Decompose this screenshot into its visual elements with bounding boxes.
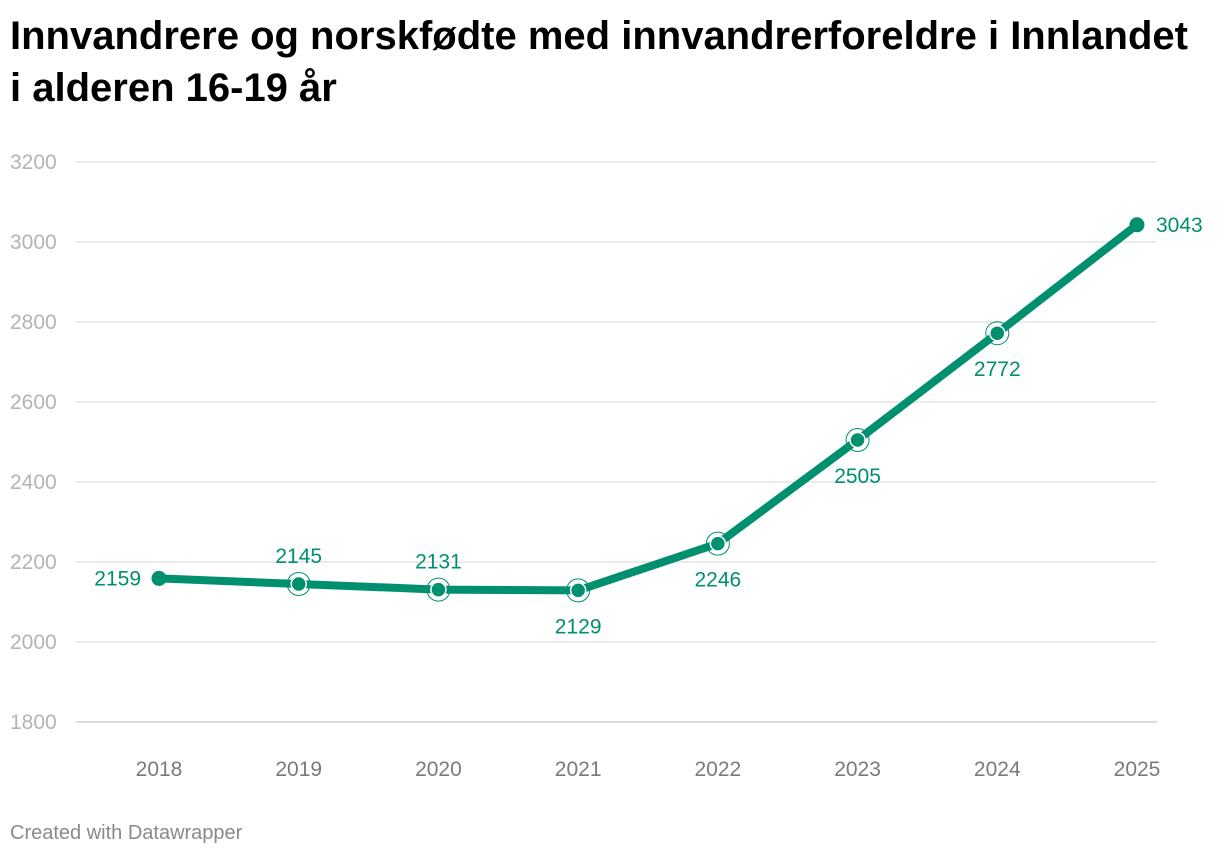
gridlines — [76, 161, 1157, 723]
data-point-ring — [566, 578, 591, 603]
data-label: 2505 — [834, 465, 881, 488]
x-tick-label: 2024 — [974, 758, 1021, 781]
data-label: 2772 — [974, 358, 1021, 381]
data-point — [430, 581, 447, 598]
data-label: 2129 — [555, 615, 602, 638]
data-label: 2145 — [275, 545, 322, 568]
data-label: 2131 — [415, 551, 462, 574]
data-point — [1129, 217, 1145, 233]
credit-text: Created with Datawrapper — [10, 822, 243, 844]
data-label: 2246 — [694, 569, 741, 592]
data-point — [569, 582, 587, 599]
y-tick-label: 2200 — [10, 551, 57, 574]
x-tick-label: 2023 — [834, 758, 881, 781]
data-point — [709, 535, 727, 552]
x-tick-label: 2019 — [275, 758, 322, 781]
x-tick-label: 2020 — [415, 758, 462, 781]
data-point-ring — [705, 531, 730, 556]
data-points — [151, 217, 1145, 603]
data-point-ring — [286, 572, 311, 596]
data-point — [989, 324, 1006, 342]
data-point — [849, 431, 866, 449]
y-tick-label: 2800 — [10, 311, 57, 334]
x-axis-ticks: 2018 2019 2020 2021 2022 2023 2024 2025 — [136, 758, 1161, 781]
x-tick-label: 2021 — [555, 758, 602, 781]
series-line — [155, 220, 1141, 595]
data-labels: 2159 2145 2131 2129 2246 2505 2772 3043 — [94, 214, 1202, 639]
series-line-group — [155, 220, 1141, 595]
y-tick-label: 2400 — [10, 471, 57, 494]
x-tick-label: 2018 — [136, 758, 183, 781]
y-axis-ticks: 1800 2000 2200 2400 2600 2800 3000 3200 — [10, 151, 57, 734]
y-tick-label: 1800 — [10, 711, 57, 734]
y-tick-label: 2600 — [10, 391, 57, 414]
y-tick-label: 3200 — [10, 151, 57, 174]
data-point — [290, 575, 307, 593]
data-label: 2159 — [94, 567, 141, 590]
data-point — [151, 570, 167, 586]
chart-title: Innvandrere og norskfødte med innvandrer… — [10, 14, 1188, 110]
x-tick-label: 2022 — [694, 758, 741, 781]
y-tick-label: 3000 — [10, 231, 57, 254]
y-tick-label: 2000 — [10, 631, 57, 654]
x-tick-label: 2025 — [1114, 758, 1161, 781]
data-point-ring — [426, 577, 451, 602]
data-point-ring — [985, 321, 1010, 346]
data-label: 3043 — [1156, 214, 1203, 237]
data-point-ring — [845, 428, 870, 452]
